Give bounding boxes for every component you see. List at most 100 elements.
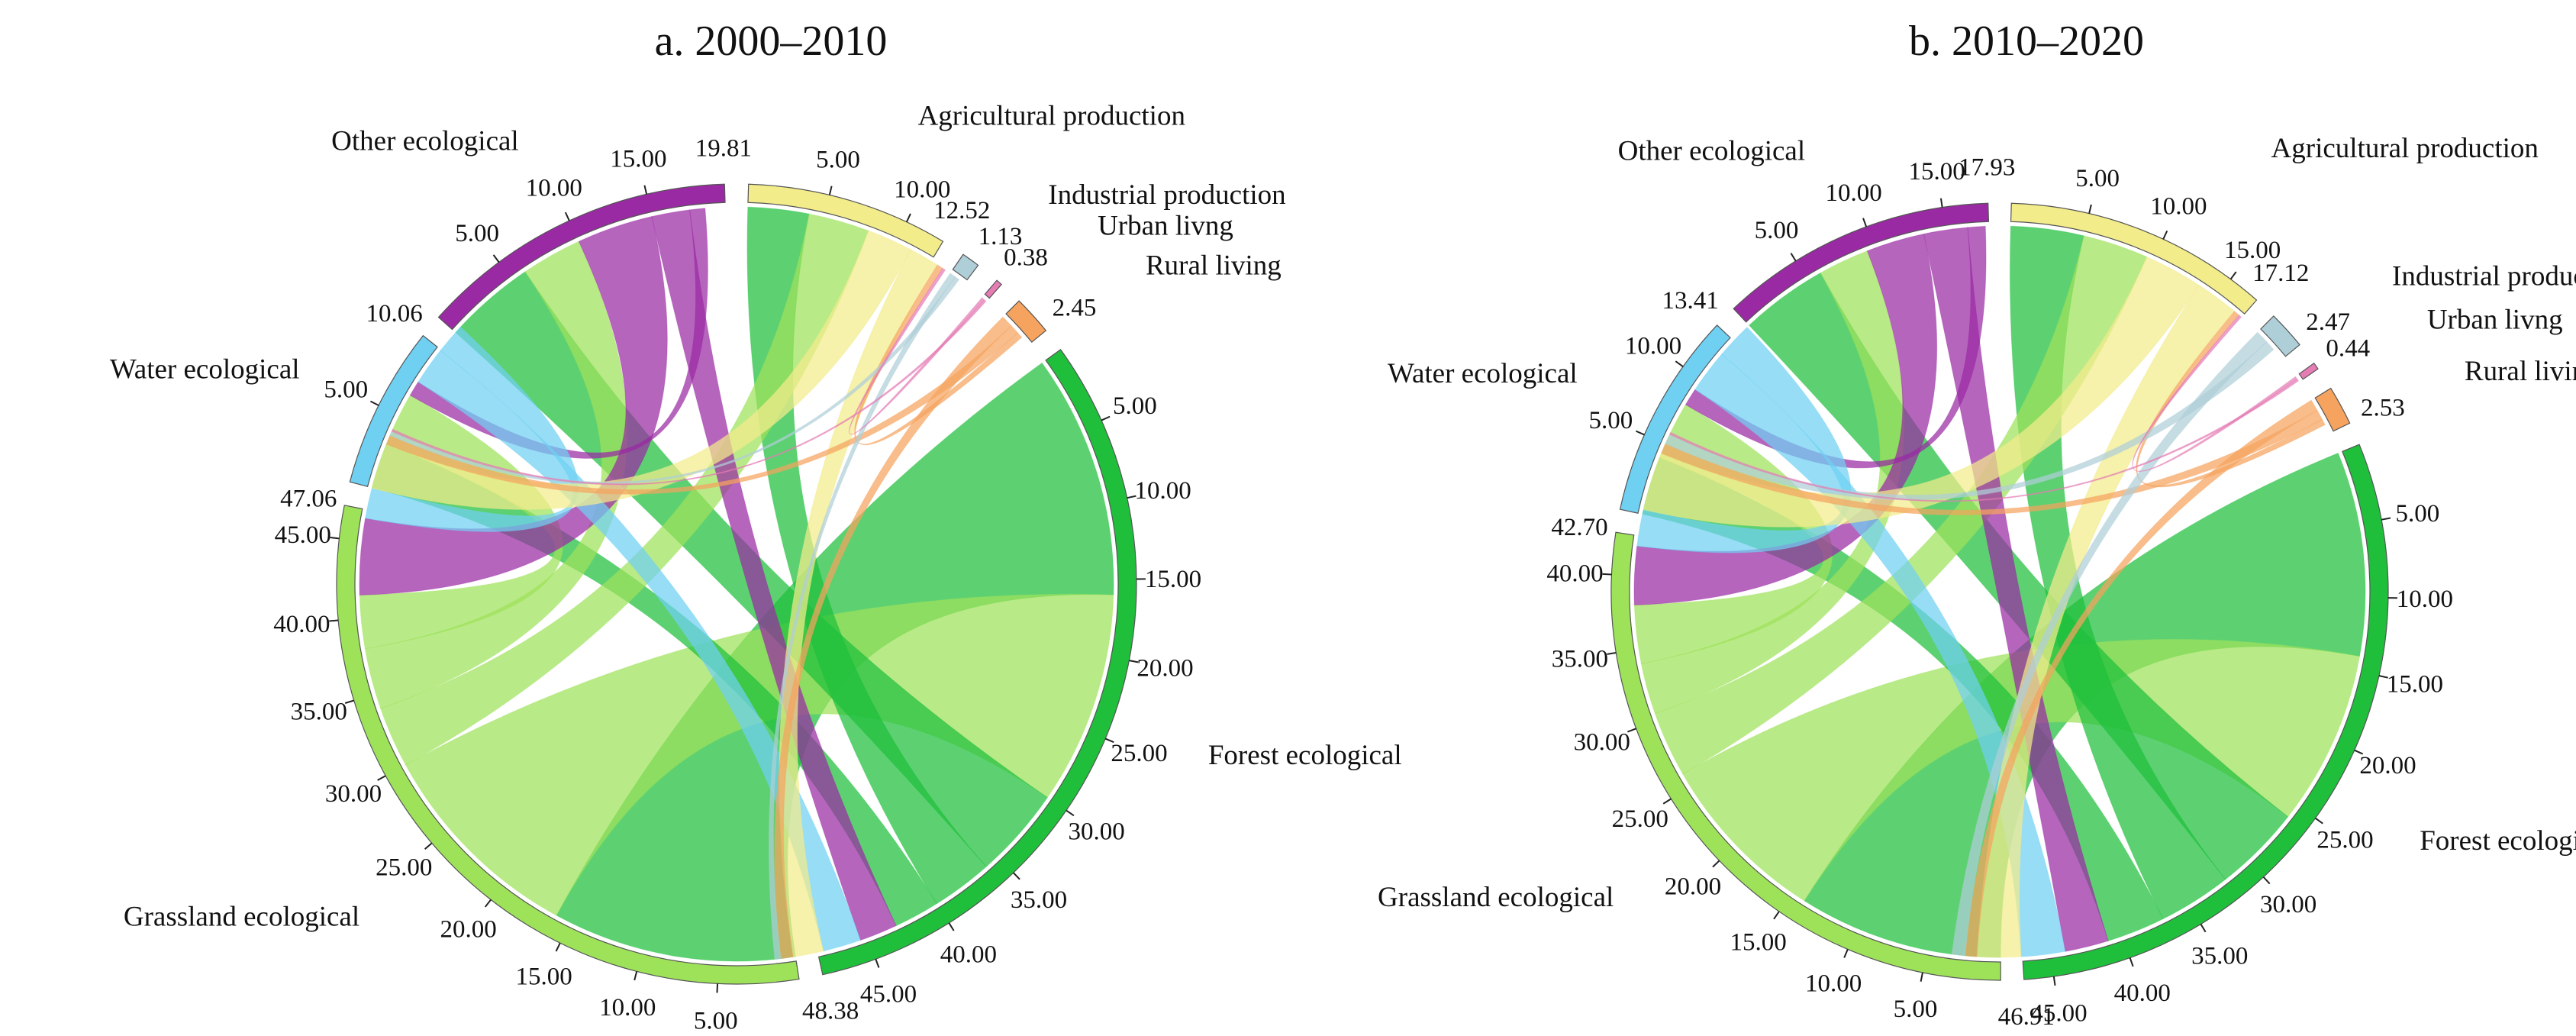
tick-label: 45.00 (860, 980, 917, 1008)
tick-mark (1862, 218, 1868, 228)
tick-mark (643, 185, 648, 195)
tick-mark (1066, 809, 1075, 817)
ribbon-other-ecological-to-forest-ecological (651, 209, 897, 941)
tick-mark (905, 213, 911, 223)
tick-mark (1129, 660, 1139, 663)
tick-label: 35.00 (1552, 646, 1608, 673)
chord-chart-2010-2020: b. 2010–2020 5.0010.0015.0017.12Agricult… (1378, 18, 2576, 1031)
ribbon-other-ecological-to-water-ecological (1685, 225, 1987, 469)
segment-arc-urban-livng (984, 279, 1003, 299)
tick-label: 40.00 (940, 941, 997, 969)
tick-mark (330, 537, 340, 540)
tick-label: 35.00 (291, 698, 347, 725)
tick-label: 5.00 (2395, 500, 2439, 528)
tick-label: 40.00 (1546, 560, 1603, 587)
ribbon-urban-livng-to-agricultural-production (848, 267, 985, 435)
segment-name-label: Grassland ecological (1378, 882, 1614, 913)
tick-mark (948, 922, 955, 931)
tick-label: 35.00 (2191, 943, 2248, 970)
tick-mark (2262, 876, 2271, 885)
tick-mark (2162, 230, 2168, 240)
tick-label: 40.00 (2114, 980, 2171, 1007)
segment-arc-urban-livng (2298, 362, 2319, 380)
tick-mark (344, 699, 354, 704)
tick-mark (2314, 817, 2323, 825)
tick-mark (1635, 430, 1645, 436)
tick-mark (634, 971, 638, 981)
segment-total-label: 48.38 (802, 998, 859, 1025)
tick-label: 25.00 (2316, 827, 2373, 854)
tick-mark (492, 254, 500, 263)
tick-mark (1712, 860, 1720, 868)
tick-mark (1939, 198, 1943, 208)
tick-label: 10.00 (894, 176, 950, 203)
segment-name-label: Forest ecological (1208, 740, 1402, 771)
segment-name-label: Water ecological (110, 353, 300, 385)
tick-label: 40.00 (273, 611, 330, 638)
tick-label: 10.00 (2397, 586, 2453, 613)
tick-label: 30.00 (325, 780, 382, 808)
segment-arc-agricultural-production (747, 183, 944, 258)
tick-label: 5.00 (1589, 407, 1633, 434)
ribbon-industrial-production-to-grassland-ecological (1665, 341, 2275, 501)
segment-total-label: 2.53 (2361, 394, 2405, 421)
ribbon-rural-living-to-grassland-ecological (1660, 409, 2323, 516)
ribbon-industrial-production-to-forest-ecological (769, 273, 956, 960)
ribbon-forest-ecological-to-agricultural-production (746, 206, 987, 905)
chord-ribbons (359, 206, 1114, 962)
segment-total-label: 42.70 (1551, 514, 1607, 541)
tick-mark (1602, 573, 1612, 576)
ribbon-urban-livng-to-grassland-ecological (1668, 378, 2300, 502)
segment-name-label: Agricultural production (918, 101, 1185, 132)
tick-label: 45.00 (275, 521, 331, 549)
tick-mark (377, 775, 386, 781)
segment-name-label: Other ecological (331, 126, 519, 157)
tick-mark (329, 619, 339, 622)
segment-total-label: 2.47 (2306, 308, 2350, 336)
tick-mark (484, 899, 492, 908)
segment-arc-other-ecological (1733, 202, 1990, 323)
segment-industrial-production: 1.13 Industrial production (952, 179, 1286, 281)
segment-arc-industrial-production (2260, 315, 2300, 357)
tick-label: 5.00 (2075, 165, 2120, 192)
segment-grassland-ecological: 5.00 10.00 15.00 20.00 25.00 30.00 35.00 40.00 4… (1378, 514, 2001, 1023)
segment-arc-grassland-ecological (1610, 531, 2001, 981)
ribbon-agricultural-production-to-grassland-ecological (371, 230, 911, 510)
segment-arc-other-ecological (437, 183, 726, 331)
tick-label: 10.00 (1625, 332, 1681, 360)
segment-industrial-production: 2.47 Industrial production (2260, 261, 2576, 357)
tick-label: 15.00 (2224, 237, 2281, 264)
ribbon-agricultural-production-to-forest-ecological (779, 249, 938, 957)
segment-total-label: 13.41 (1662, 287, 1719, 315)
ribbon-rural-living-to-forest-ecological (774, 316, 1012, 960)
tick-label: 20.00 (440, 915, 496, 943)
tick-label: 25.00 (1612, 805, 1668, 833)
tick-mark (1607, 652, 1617, 655)
tick-label: 5.00 (1755, 217, 1799, 244)
tick-mark (564, 211, 570, 221)
tick-mark (2200, 924, 2207, 933)
ribbon-grassland-ecological-to-agricultural-production (1654, 235, 2148, 775)
tick-mark (828, 186, 833, 195)
tick-label: 5.00 (324, 376, 368, 404)
segment-urban-livng: 0.44 Urban livng (2298, 304, 2563, 380)
tick-label: 15.00 (610, 146, 666, 173)
segment-name-label: Rural living (1146, 250, 1282, 282)
segment-grassland-ecological: 5.00 10.00 15.00 20.00 25.00 30.00 35.00 40.00 4… (124, 485, 800, 1034)
segment-arc-forest-ecological (817, 349, 1137, 976)
tick-mark (1675, 360, 1684, 367)
segment-name-label: Forest ecological (2420, 825, 2576, 857)
chart-title: a. 2000–2010 (655, 18, 888, 65)
tick-label: 10.00 (1826, 179, 1882, 207)
segment-total-label: 19.81 (695, 134, 752, 162)
tick-label: 15.00 (1145, 566, 1201, 593)
segment-total-label: 1.13 (978, 223, 1023, 250)
segment-rural-living: 2.53 Rural living (2314, 356, 2576, 432)
tick-mark (1843, 949, 1849, 958)
segment-total-label: 46.91 (1998, 1003, 2055, 1031)
segment-arc-rural-living (2314, 387, 2351, 432)
